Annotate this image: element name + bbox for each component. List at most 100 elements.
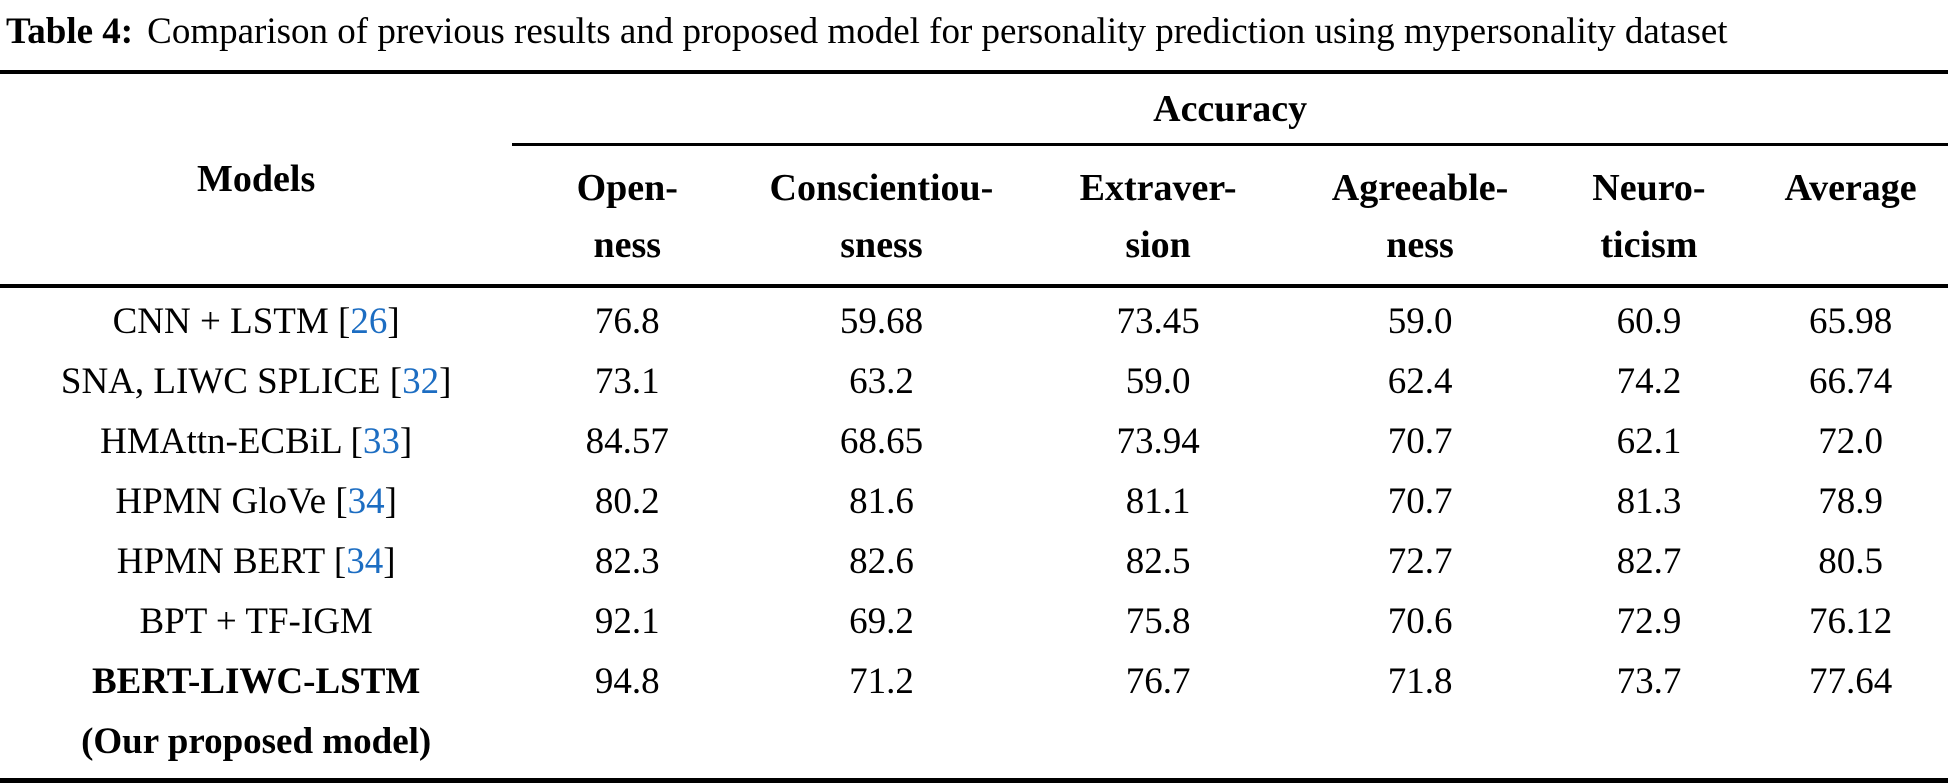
- table-caption-text: Comparison of previous results and propo…: [147, 11, 1728, 52]
- cell-value-extraversion: 75.8: [1125, 600, 1191, 642]
- cell-value-extraversion: 73.45: [1116, 300, 1200, 342]
- cell-value-agreeableness: 59.0: [1387, 300, 1453, 342]
- table-row: HPMN GloVe [34] 80.2 81.6 81.1 70.7 81.3…: [0, 472, 1948, 532]
- cell-value-neuroticism: 60.9: [1616, 300, 1682, 342]
- cell-value-average: 76.12: [1808, 600, 1893, 642]
- cell-value-conscientiousness: 82.6: [849, 540, 914, 582]
- table-row-proposed-model: BERT-LIWC-LSTM (Our proposed model) 94.8…: [0, 652, 1948, 781]
- citation-bracket: ]: [399, 420, 413, 462]
- cell-value-agreeableness: 70.7: [1387, 480, 1453, 522]
- citation-link[interactable]: 32: [402, 360, 440, 402]
- column-header-models: Models: [197, 157, 316, 200]
- cell-value-average: 80.5: [1818, 540, 1883, 582]
- column-header-extraversion: Extraver- sion: [1021, 144, 1296, 286]
- column-header-line: Extraver-: [1079, 166, 1237, 209]
- cell-value-openness: 82.3: [594, 540, 660, 582]
- cell-value-extraversion: 73.94: [1116, 420, 1200, 462]
- citation-link[interactable]: 26: [350, 300, 388, 342]
- cell-value-neuroticism: 81.3: [1616, 480, 1682, 522]
- column-header-line: Agreeable-: [1331, 166, 1509, 209]
- cell-value-agreeableness: 71.8: [1387, 660, 1453, 702]
- column-header-agreeableness: Agreeable- ness: [1295, 144, 1544, 286]
- column-header-line: ness: [593, 223, 662, 266]
- column-header-line: Average: [1784, 166, 1917, 209]
- cell-value-openness: 73.1: [594, 360, 660, 402]
- table-caption-number: Table 4:: [6, 11, 134, 52]
- citation-bracket: ]: [383, 540, 396, 582]
- table-row: BPT + TF-IGM 92.1 69.2 75.8 70.6 72.9 76…: [0, 592, 1948, 652]
- table-row: HMAttn-ECBiL [33] 84.57 68.65 73.94 70.7…: [0, 412, 1948, 472]
- column-header-line: Neuro-: [1592, 166, 1706, 209]
- cell-value-extraversion: 81.1: [1125, 480, 1191, 522]
- column-header-line: Conscientiou-: [769, 166, 994, 209]
- cell-value-openness: 92.1: [594, 600, 660, 642]
- table-row: CNN + LSTM [26] 76.8 59.68 73.45 59.0 60…: [0, 286, 1948, 352]
- citation-bracket: [: [333, 540, 347, 582]
- column-header-line: sness: [840, 223, 923, 266]
- cell-value-conscientiousness: 81.6: [849, 480, 914, 522]
- cell-value-extraversion: 59.0: [1125, 360, 1191, 402]
- column-header-line: ness: [1386, 223, 1454, 266]
- model-name: SNA, LIWC SPLICE: [60, 360, 381, 402]
- cell-value-agreeableness: 70.6: [1387, 600, 1453, 642]
- cell-value-neuroticism: 74.2: [1616, 360, 1682, 402]
- citation-bracket: [: [389, 360, 403, 402]
- table-row: HPMN BERT [34] 82.3 82.6 82.5 72.7 82.7 …: [0, 532, 1948, 592]
- citation-link[interactable]: 34: [346, 540, 384, 582]
- cell-value-average: 78.9: [1818, 480, 1883, 522]
- cell-model: BPT + TF-IGM: [0, 592, 512, 652]
- column-header-line: sion: [1125, 223, 1191, 266]
- model-name: HPMN GloVe: [115, 480, 327, 522]
- cell-value-average: 72.0: [1818, 420, 1883, 462]
- model-name-subtitle: (Our proposed model): [81, 720, 432, 762]
- citation-ref[interactable]: [32]: [390, 361, 452, 402]
- cell-value-agreeableness: 72.7: [1387, 540, 1453, 582]
- citation-bracket: ]: [387, 300, 400, 342]
- cell-value-conscientiousness: 59.68: [839, 300, 924, 342]
- group-header-row: Models Accuracy: [0, 72, 1948, 200]
- model-name: BPT + TF-IGM: [139, 600, 373, 642]
- column-header-line: Open-: [576, 166, 678, 209]
- column-header-openness: Open- ness: [512, 144, 742, 286]
- cell-value-extraversion: 82.5: [1125, 540, 1191, 582]
- citation-bracket: [: [335, 480, 348, 522]
- cell-model: BERT-LIWC-LSTM (Our proposed model): [0, 652, 512, 781]
- citation-ref[interactable]: [26]: [338, 301, 400, 342]
- citation-bracket: ]: [384, 480, 397, 522]
- cell-model: CNN + LSTM [26]: [0, 286, 512, 352]
- cell-value-openness: 80.2: [594, 480, 660, 522]
- cell-value-neuroticism: 62.1: [1616, 420, 1682, 462]
- model-name: HMAttn-ECBiL: [100, 420, 342, 462]
- accuracy-group-header: Accuracy: [512, 72, 1948, 146]
- cell-value-agreeableness: 62.4: [1387, 360, 1453, 402]
- cell-value-openness: 76.8: [594, 300, 660, 342]
- column-header-conscientiousness: Conscientiou- sness: [742, 144, 1021, 286]
- cell-value-extraversion: 76.7: [1125, 660, 1191, 702]
- cell-model: HPMN GloVe [34]: [0, 472, 512, 532]
- cell-value-openness: 84.57: [585, 420, 669, 462]
- citation-ref[interactable]: [34]: [335, 481, 397, 522]
- cell-value-conscientiousness: 71.2: [849, 660, 914, 702]
- cell-model: HMAttn-ECBiL [33]: [0, 412, 512, 472]
- cell-value-neuroticism: 82.7: [1616, 540, 1682, 582]
- cell-value-average: 65.98: [1808, 300, 1893, 342]
- cell-value-neuroticism: 73.7: [1616, 660, 1682, 702]
- citation-ref[interactable]: [33]: [351, 421, 413, 462]
- cell-value-agreeableness: 70.7: [1387, 420, 1453, 462]
- citation-bracket: [: [350, 420, 363, 462]
- column-header-average: Average: [1753, 144, 1948, 286]
- column-header-line: ticism: [1600, 223, 1698, 266]
- citation-link[interactable]: 33: [362, 420, 400, 462]
- column-header-row: Open- ness Conscientiou- sness Extraver-…: [0, 144, 1948, 286]
- citation-link[interactable]: 34: [347, 480, 385, 522]
- cell-value-openness: 94.8: [594, 660, 660, 702]
- cell-value-conscientiousness: 63.2: [849, 360, 914, 402]
- results-table: Models Accuracy Open- ness Conscientiou-…: [0, 70, 1948, 783]
- citation-ref[interactable]: [34]: [334, 541, 396, 582]
- citation-bracket: ]: [439, 360, 452, 402]
- cell-value-average: 66.74: [1808, 360, 1893, 402]
- column-header-neuroticism: Neuro- ticism: [1545, 144, 1753, 286]
- citation-bracket: [: [338, 300, 351, 342]
- model-name: CNN + LSTM: [112, 300, 329, 342]
